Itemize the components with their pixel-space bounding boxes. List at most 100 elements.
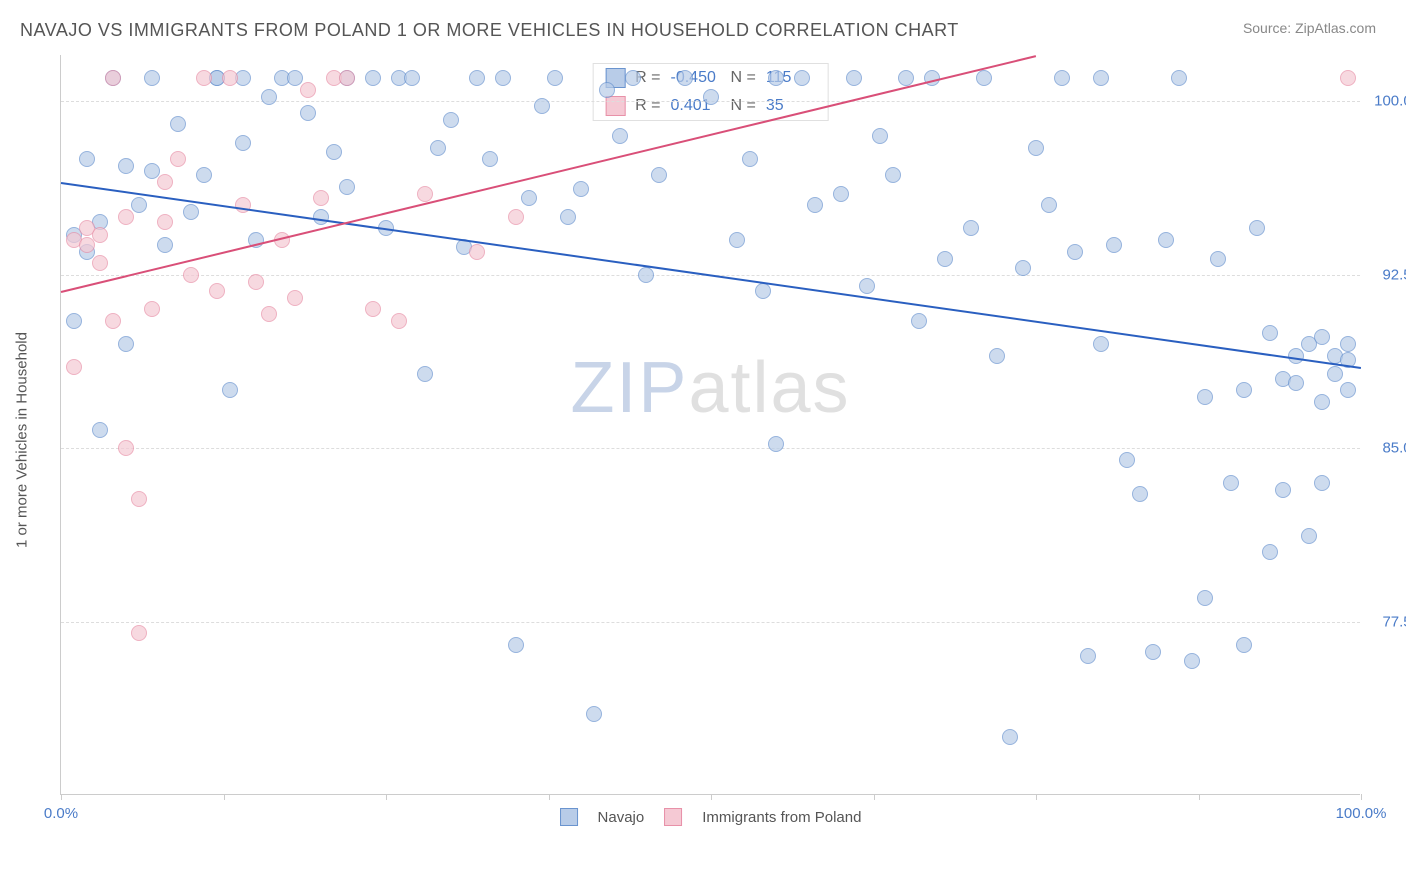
data-point: [1145, 644, 1161, 660]
data-point: [989, 348, 1005, 364]
data-point: [1015, 260, 1031, 276]
data-point: [313, 190, 329, 206]
data-point: [755, 283, 771, 299]
data-point: [300, 105, 316, 121]
data-point: [1314, 329, 1330, 345]
data-point: [1197, 389, 1213, 405]
data-point: [1054, 70, 1070, 86]
data-point: [1171, 70, 1187, 86]
data-point: [859, 278, 875, 294]
data-point: [1184, 653, 1200, 669]
watermark-zip: ZIP: [570, 348, 688, 428]
x-tick: [1361, 794, 1362, 800]
data-point: [1106, 237, 1122, 253]
data-point: [430, 140, 446, 156]
data-point: [508, 637, 524, 653]
data-point: [794, 70, 810, 86]
data-point: [1340, 70, 1356, 86]
gridline: [61, 622, 1360, 623]
watermark-atlas: atlas: [688, 348, 850, 428]
data-point: [1327, 366, 1343, 382]
data-point: [638, 267, 654, 283]
stat-r-label: R =: [635, 97, 660, 115]
data-point: [79, 151, 95, 167]
data-point: [1132, 486, 1148, 502]
data-point: [118, 336, 134, 352]
data-point: [417, 186, 433, 202]
stat-n-label: N =: [731, 69, 756, 87]
data-point: [1028, 140, 1044, 156]
data-point: [768, 70, 784, 86]
data-point: [235, 135, 251, 151]
data-point: [105, 70, 121, 86]
data-point: [131, 197, 147, 213]
data-point: [547, 70, 563, 86]
data-point: [1236, 637, 1252, 653]
x-tick: [549, 794, 550, 800]
data-point: [1314, 475, 1330, 491]
chart-title: NAVAJO VS IMMIGRANTS FROM POLAND 1 OR MO…: [20, 20, 959, 41]
data-point: [144, 70, 160, 86]
data-point: [365, 70, 381, 86]
data-point: [521, 190, 537, 206]
data-point: [131, 491, 147, 507]
data-point: [1093, 70, 1109, 86]
data-point: [339, 179, 355, 195]
data-point: [144, 301, 160, 317]
data-point: [196, 167, 212, 183]
data-point: [196, 70, 212, 86]
chart-area: 1 or more Vehicles in Household ZIPatlas…: [50, 55, 1380, 825]
plot-region: ZIPatlas R =-0.450N =115R =0.401N =35 Na…: [60, 55, 1360, 795]
data-point: [612, 128, 628, 144]
data-point: [911, 313, 927, 329]
data-point: [729, 232, 745, 248]
data-point: [482, 151, 498, 167]
data-point: [1158, 232, 1174, 248]
x-tick: [711, 794, 712, 800]
stat-n-label: N =: [731, 97, 756, 115]
watermark: ZIPatlas: [570, 347, 850, 429]
y-axis-label: 1 or more Vehicles in Household: [14, 332, 31, 548]
y-tick-label: 77.5%: [1382, 613, 1406, 630]
data-point: [469, 70, 485, 86]
data-point: [1275, 482, 1291, 498]
data-point: [703, 89, 719, 105]
data-point: [157, 174, 173, 190]
data-point: [443, 112, 459, 128]
data-point: [261, 306, 277, 322]
data-point: [300, 82, 316, 98]
data-point: [326, 144, 342, 160]
data-point: [1314, 394, 1330, 410]
x-tick: [224, 794, 225, 800]
data-point: [313, 209, 329, 225]
data-point: [1236, 382, 1252, 398]
data-point: [1067, 244, 1083, 260]
data-point: [508, 209, 524, 225]
data-point: [1301, 528, 1317, 544]
data-point: [261, 89, 277, 105]
chart-header: NAVAJO VS IMMIGRANTS FROM POLAND 1 OR MO…: [0, 0, 1406, 51]
data-point: [1041, 197, 1057, 213]
x-tick-label: 100.0%: [1336, 805, 1387, 822]
data-point: [833, 186, 849, 202]
data-point: [586, 706, 602, 722]
data-point: [66, 359, 82, 375]
data-point: [66, 313, 82, 329]
data-point: [1340, 382, 1356, 398]
data-point: [118, 440, 134, 456]
data-point: [170, 151, 186, 167]
data-point: [599, 82, 615, 98]
data-point: [92, 227, 108, 243]
series-swatch: [605, 96, 625, 116]
data-point: [183, 204, 199, 220]
data-point: [1093, 336, 1109, 352]
data-point: [417, 366, 433, 382]
data-point: [1288, 375, 1304, 391]
data-point: [1262, 325, 1278, 341]
data-point: [339, 70, 355, 86]
stat-n-value: 35: [766, 97, 816, 115]
data-point: [976, 70, 992, 86]
data-point: [222, 382, 238, 398]
data-point: [1288, 348, 1304, 364]
y-tick-label: 85.0%: [1382, 440, 1406, 457]
